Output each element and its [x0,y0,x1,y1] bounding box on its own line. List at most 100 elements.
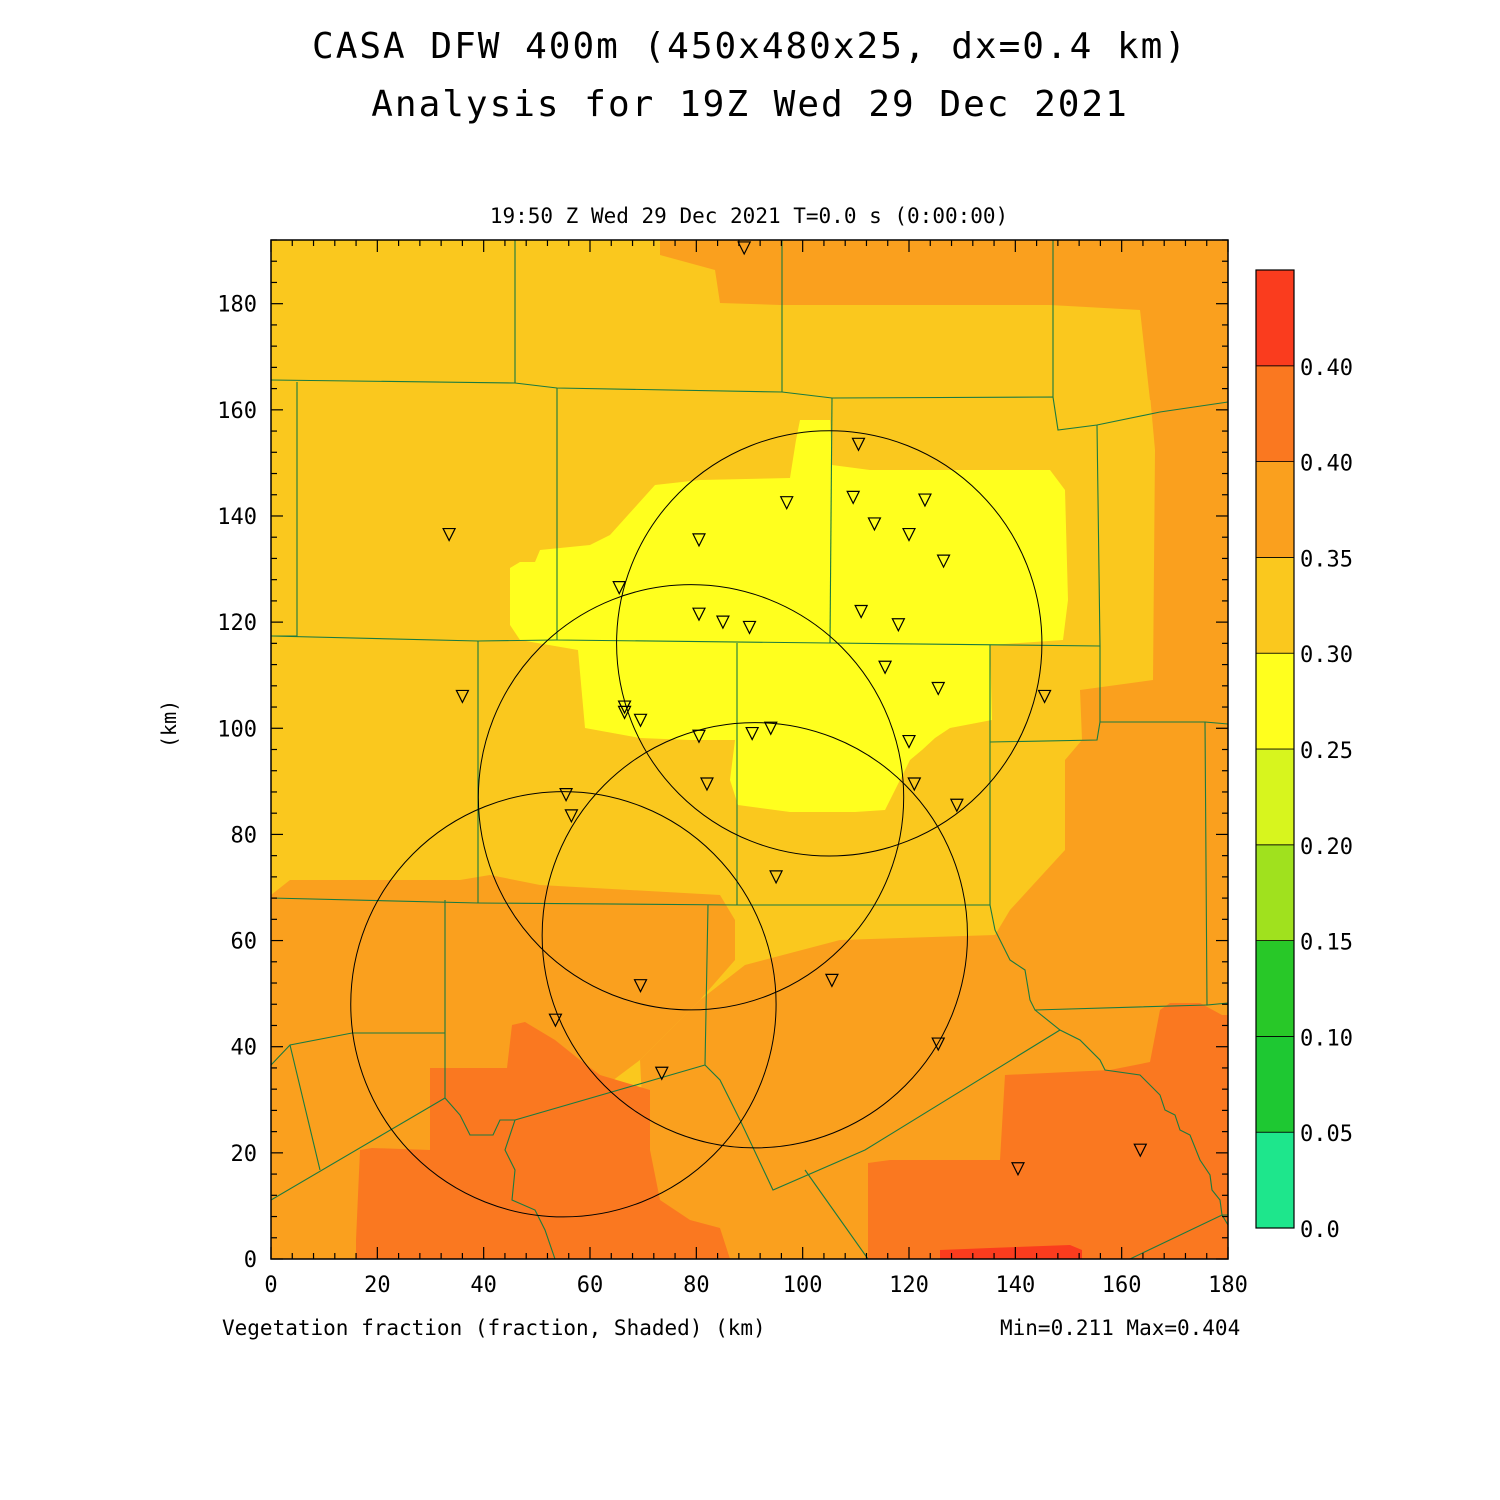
x-tick-label: 80 [683,1273,710,1298]
colorbar-label: 0.10 [1300,1026,1353,1051]
station-marker [851,437,866,452]
station-marker [617,705,632,720]
min-max-readout: Min=0.211 Max=0.404 [1000,1316,1241,1340]
station-marker [902,734,916,749]
colorbar: 0.0 0.05 0.10 0.15 0.20 0.25 0.30 0.35 0.40 0.40 [1255,269,1353,1243]
y-tick-label: 80 [231,823,258,848]
station-marker [654,1066,669,1081]
radar-range-ring [541,722,968,1149]
station-marker [442,527,457,542]
radar-range-ring [350,791,777,1218]
x-tick-label: 140 [995,1273,1035,1298]
station-marker [854,604,869,619]
station-marker [824,973,839,988]
y-tick-label: 20 [231,1142,258,1167]
station-marker [559,788,574,802]
station-marker [931,1037,946,1052]
station-marker [846,490,861,505]
station-marker [699,777,714,792]
x-tick-label: 0 [264,1273,277,1298]
station-marker [548,1013,563,1028]
field-red-max [940,1245,1082,1259]
county-boundaries [271,240,1228,1259]
x-tick-label: 180 [1208,1273,1248,1298]
colorbar-label: 0.0 [1300,1218,1340,1243]
colorbar-frame [1255,269,1295,1229]
colorbar-segment [1255,1036,1295,1133]
station-marker [745,726,760,741]
colorbar-label: 0.20 [1300,835,1353,860]
valid-time-subtitle: 19:50 Z Wed 29 Dec 2021 T=0.0 s (0:00:00… [489,204,1009,228]
y-tick-label: 140 [217,505,257,530]
x-tick-label: 100 [783,1273,823,1298]
station-marker [902,527,916,542]
station-marker [1011,1162,1025,1177]
radar-range-ring [477,584,905,1011]
colorbar-segment [1255,461,1295,558]
y-tick-label: 100 [217,717,257,742]
x-tick-label: 60 [577,1273,604,1298]
station-marker [633,979,648,994]
station-marker [936,554,951,569]
station-marker [891,618,906,633]
y-tick-label: 180 [217,293,257,318]
station-marker [692,533,706,548]
x-tick-label: 40 [470,1273,497,1298]
colorbar-segment [1255,652,1295,750]
station-marker [779,496,794,511]
colorbar-label: 0.15 [1300,931,1353,956]
x-tick-label: 20 [364,1273,391,1298]
station-marker [769,870,784,885]
colorbar-label: 0.05 [1300,1122,1353,1147]
x-tick-label: 120 [889,1273,929,1298]
y-tick-label: 160 [217,399,257,424]
station-marker [949,798,964,813]
colorbar-label: 0.35 [1300,547,1353,572]
figure-title-line2: Analysis for 19Z Wed 29 Dec 2021 [371,84,1129,125]
colorbar-segment [1255,269,1295,367]
field-darkorange-se [868,1003,1228,1259]
station-marker [617,700,632,715]
station-marker [612,581,627,595]
y-tick-label: 60 [231,930,258,955]
field-description: Vegetation fraction (fraction, Shaded) (… [222,1316,766,1340]
station-marker [917,493,932,508]
station-marker [692,607,706,622]
radar-range-rings [350,430,1043,1218]
station-marker [1133,1143,1148,1158]
radar-range-ring [616,430,1043,857]
observation-stations [442,241,1148,1177]
x-tick-label: 160 [1102,1273,1142,1298]
station-marker [692,729,706,744]
station-marker [931,681,946,696]
field-darkorange-sw [356,1022,730,1259]
y-tick-label: 120 [217,611,257,636]
y-tick-label: 40 [231,1036,258,1061]
station-marker [737,241,752,256]
station-marker [867,517,882,532]
field-yellow-core [510,420,1068,812]
station-marker [1037,689,1052,704]
colorbar-label: 0.30 [1300,643,1353,668]
station-marker [715,615,730,630]
station-marker [907,777,922,792]
station-marker [564,809,579,824]
station-marker [455,689,470,704]
colorbar-label: 0.40 [1300,356,1353,381]
colorbar-segment [1255,940,1295,1037]
station-marker [633,713,648,728]
station-marker [763,721,778,736]
field-orange-east [640,380,1228,1259]
colorbar-segment [1255,365,1295,462]
station-marker [878,660,893,675]
station-marker [742,620,757,635]
colorbar-segment [1255,748,1295,846]
colorbar-segment [1255,1131,1295,1229]
figure-title-line1: CASA DFW 400m (450x480x25, dx=0.4 km) [312,26,1188,67]
field-orange-top [660,240,1228,400]
colorbar-label: 0.25 [1300,739,1353,764]
colorbar-segment [1255,557,1295,654]
colorbar-segment [1255,844,1295,941]
y-tick-label: 0 [244,1248,257,1273]
